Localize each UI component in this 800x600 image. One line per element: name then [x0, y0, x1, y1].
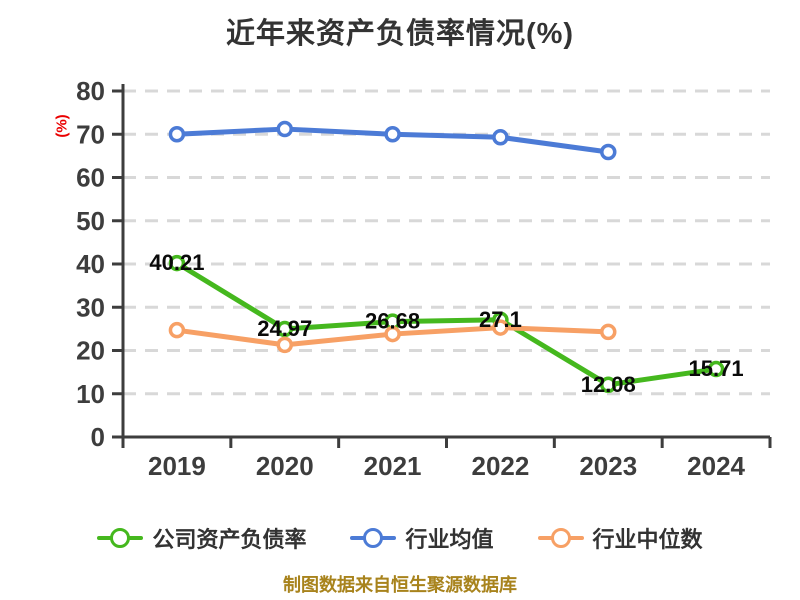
data-point-marker — [600, 376, 617, 394]
y-tick-label: 60 — [76, 163, 105, 193]
data-point-marker — [384, 126, 401, 143]
x-tick-label: 2021 — [364, 451, 422, 481]
y-tick-label: 80 — [76, 76, 105, 106]
legend: 公司资产负债率 行业均值 行业中位数 — [0, 518, 800, 558]
y-tick-label: 30 — [76, 292, 105, 322]
y-tick-label: 10 — [76, 379, 105, 409]
y-tick-label: 0 — [91, 422, 105, 452]
data-point-label: 26.68 — [365, 309, 420, 334]
data-point-marker — [276, 336, 293, 354]
data-point-marker — [492, 319, 509, 336]
legend-marker-orange — [537, 527, 584, 549]
data-point-label: 24.97 — [257, 316, 312, 341]
legend-item-industry-median[interactable]: 行业中位数 — [537, 522, 703, 554]
x-tick-label: 2024 — [687, 451, 745, 481]
legend-label-company-debt-ratio: 公司资产负债率 — [152, 527, 307, 552]
legend-marker-blue — [350, 527, 397, 549]
data-point-label: 12.08 — [581, 372, 636, 397]
data-point-label: 40.21 — [149, 250, 204, 275]
data-point-marker — [276, 320, 293, 338]
y-tick-label: 70 — [76, 119, 105, 149]
y-tick-label: 20 — [76, 336, 105, 366]
y-tick-label: 40 — [76, 249, 105, 279]
data-point-marker — [276, 120, 293, 138]
legend-label-industry-median: 行业中位数 — [592, 527, 703, 552]
data-point-marker — [168, 254, 186, 272]
data-point-marker — [707, 360, 725, 378]
data-point-marker — [168, 321, 186, 339]
x-tick-label: 2023 — [579, 451, 637, 481]
data-point-marker — [600, 143, 617, 161]
chart-title: 近年来资产负债率情况(%) — [225, 18, 575, 50]
data-point-label: 15.71 — [689, 356, 744, 381]
x-tick-label: 2022 — [471, 451, 529, 481]
x-tick-label: 2020 — [256, 451, 314, 481]
legend-item-industry-mean[interactable]: 行业均值 — [350, 522, 494, 554]
x-tick-label: 2019 — [148, 451, 206, 481]
series-line — [174, 260, 719, 388]
legend-label-industry-mean: 行业均值 — [405, 527, 494, 552]
y-tick-label: 50 — [76, 206, 105, 236]
data-source-note: 制图数据来自恒生聚源数据库 — [283, 575, 517, 595]
data-point-marker — [168, 126, 186, 143]
legend-item-company-debt-ratio[interactable]: 公司资产负债率 — [97, 522, 306, 554]
data-point-marker — [492, 129, 509, 146]
data-point-label: 27.1 — [479, 307, 522, 332]
data-point-marker — [600, 323, 617, 341]
data-point-marker — [384, 325, 401, 343]
legend-marker-green — [97, 527, 144, 549]
